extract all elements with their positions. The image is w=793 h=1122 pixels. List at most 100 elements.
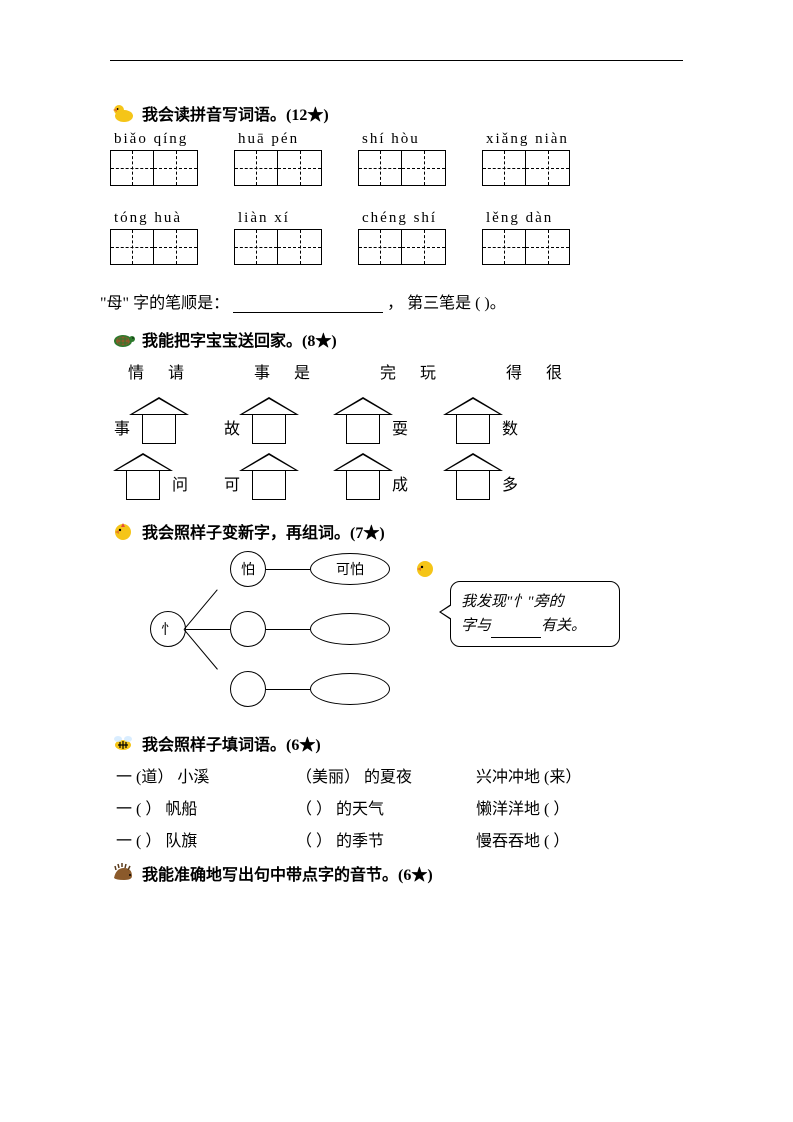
house-box[interactable] bbox=[118, 453, 168, 503]
writing-grid[interactable] bbox=[482, 229, 570, 265]
fill-cell[interactable]: 一 ( ） 队旗 bbox=[116, 827, 256, 851]
section-4-head: 我会照样子填词语。(6★) bbox=[110, 731, 683, 755]
house-box[interactable] bbox=[338, 453, 388, 503]
char-pairs: 情 请 事 是 完 玩 得 很 bbox=[128, 359, 683, 383]
writing-grid[interactable] bbox=[234, 150, 322, 186]
connector bbox=[184, 629, 218, 670]
word-diagram: 忄 怕 可怕 我发现"忄"旁的 字与 有关。 bbox=[150, 551, 683, 721]
word-node: 可怕 bbox=[310, 553, 390, 585]
section-2-head: 我能把字宝宝送回家。(8★) bbox=[110, 327, 683, 351]
stroke-pre: "母" 字的笔顺是： bbox=[100, 295, 229, 312]
house-unit: 成 bbox=[334, 453, 408, 503]
fill-cell: 兴冲冲地 (来） bbox=[476, 763, 616, 787]
pinyin-label: tóng huà bbox=[114, 210, 182, 227]
section-5-title: 我能准确地写出句中带点字的音节。(6★) bbox=[142, 861, 433, 885]
house-box[interactable] bbox=[244, 397, 294, 447]
word-text: 可怕 bbox=[336, 559, 364, 579]
writing-grid[interactable] bbox=[110, 150, 198, 186]
page-top-rule bbox=[110, 60, 683, 61]
char-pair: 完 玩 bbox=[380, 359, 446, 383]
house-unit: 问 bbox=[114, 453, 188, 503]
house-label: 可 bbox=[224, 471, 240, 503]
pinyin-row-1: biǎo qíng huā pén shí hòu xiǎng niàn bbox=[110, 131, 683, 186]
connector bbox=[186, 629, 230, 630]
house-unit: 多 bbox=[444, 453, 518, 503]
word-node[interactable] bbox=[310, 613, 390, 645]
bubble-text: 字与 bbox=[461, 618, 491, 634]
pinyin-item: xiǎng niàn bbox=[482, 131, 570, 186]
house-label: 问 bbox=[172, 471, 188, 503]
house-unit: 可 bbox=[224, 453, 298, 503]
speech-bubble: 我发现"忄"旁的 字与 有关。 bbox=[450, 581, 620, 647]
child-node[interactable] bbox=[230, 611, 266, 647]
house-unit: 事 bbox=[114, 397, 188, 447]
house-box[interactable] bbox=[448, 397, 498, 447]
pinyin-label: lěng dàn bbox=[486, 210, 553, 227]
house-label: 耍 bbox=[392, 415, 408, 447]
fill-cell: （美丽） 的夏夜 bbox=[296, 763, 436, 787]
char-pair: 事 是 bbox=[254, 359, 320, 383]
pinyin-label: liàn xí bbox=[238, 210, 290, 227]
duck-icon bbox=[110, 102, 136, 124]
pinyin-item: shí hòu bbox=[358, 131, 446, 186]
pinyin-item: chéng shí bbox=[358, 210, 446, 265]
chick-icon bbox=[110, 520, 136, 542]
house-unit: 耍 bbox=[334, 397, 408, 447]
section-1-title: 我会读拼音写词语。(12★) bbox=[142, 101, 329, 125]
house-label: 数 bbox=[502, 415, 518, 447]
pinyin-item: liàn xí bbox=[234, 210, 322, 265]
house-box[interactable] bbox=[244, 453, 294, 503]
connector bbox=[184, 589, 218, 630]
section-3-title: 我会照样子变新字，再组词。(7★) bbox=[142, 519, 385, 543]
fill-cell[interactable]: 懒洋洋地 ( ） bbox=[476, 795, 616, 819]
fill-row: 一 ( ） 队旗 （ ） 的季节 慢吞吞地 ( ） bbox=[116, 827, 683, 851]
house-box[interactable] bbox=[338, 397, 388, 447]
house-label: 故 bbox=[224, 415, 240, 447]
writing-grid[interactable] bbox=[110, 229, 198, 265]
connector bbox=[266, 569, 310, 570]
stroke-blank[interactable] bbox=[233, 297, 383, 313]
bubble-line2: 字与 有关。 bbox=[461, 614, 609, 638]
pinyin-label: shí hòu bbox=[362, 131, 420, 148]
root-char: 忄 bbox=[161, 619, 175, 639]
house-label: 成 bbox=[392, 471, 408, 503]
bubble-text: 有关。 bbox=[541, 618, 586, 634]
fill-row: 一 ( ） 帆船 （ ） 的天气 懒洋洋地 ( ） bbox=[116, 795, 683, 819]
writing-grid[interactable] bbox=[358, 229, 446, 265]
pinyin-label: biǎo qíng bbox=[114, 131, 188, 148]
section-1-head: 我会读拼音写词语。(12★) bbox=[110, 101, 683, 125]
house-label: 多 bbox=[502, 471, 518, 503]
writing-grid[interactable] bbox=[482, 150, 570, 186]
fill-cell[interactable]: 慢吞吞地 ( ） bbox=[476, 827, 616, 851]
turtle-icon bbox=[110, 328, 136, 350]
house-unit: 数 bbox=[444, 397, 518, 447]
writing-grid[interactable] bbox=[234, 229, 322, 265]
house-row-2: 问 可 成 多 bbox=[114, 453, 683, 503]
bubble-line1: 我发现"忄"旁的 bbox=[461, 590, 609, 614]
fill-cell[interactable]: 一 ( ） 帆船 bbox=[116, 795, 256, 819]
connector bbox=[266, 629, 310, 630]
word-node[interactable] bbox=[310, 673, 390, 705]
fill-cell[interactable]: （ ） 的季节 bbox=[296, 827, 436, 851]
house-label: 事 bbox=[114, 415, 130, 447]
fill-row: 一 (道） 小溪 （美丽） 的夏夜 兴冲冲地 (来） bbox=[116, 763, 683, 787]
bubble-blank[interactable] bbox=[491, 624, 541, 638]
char-pair: 情 请 bbox=[128, 359, 194, 383]
child-node[interactable] bbox=[230, 671, 266, 707]
fill-cell[interactable]: （ ） 的天气 bbox=[296, 795, 436, 819]
house-box[interactable] bbox=[448, 453, 498, 503]
pinyin-item: lěng dàn bbox=[482, 210, 570, 265]
chick-icon bbox=[412, 557, 438, 579]
stroke-order-line: "母" 字的笔顺是： ， 第三笔是 ( )。 bbox=[100, 289, 683, 313]
pinyin-label: xiǎng niàn bbox=[486, 131, 569, 148]
pinyin-item: tóng huà bbox=[110, 210, 198, 265]
writing-grid[interactable] bbox=[358, 150, 446, 186]
hedgehog-icon bbox=[110, 862, 136, 884]
fill-cell: 一 (道） 小溪 bbox=[116, 763, 256, 787]
child-node: 怕 bbox=[230, 551, 266, 587]
section-3-head: 我会照样子变新字，再组词。(7★) bbox=[110, 519, 683, 543]
char-pair: 得 很 bbox=[506, 359, 572, 383]
house-box[interactable] bbox=[134, 397, 184, 447]
section-2-title: 我能把字宝宝送回家。(8★) bbox=[142, 327, 337, 351]
child-char: 怕 bbox=[241, 559, 255, 579]
